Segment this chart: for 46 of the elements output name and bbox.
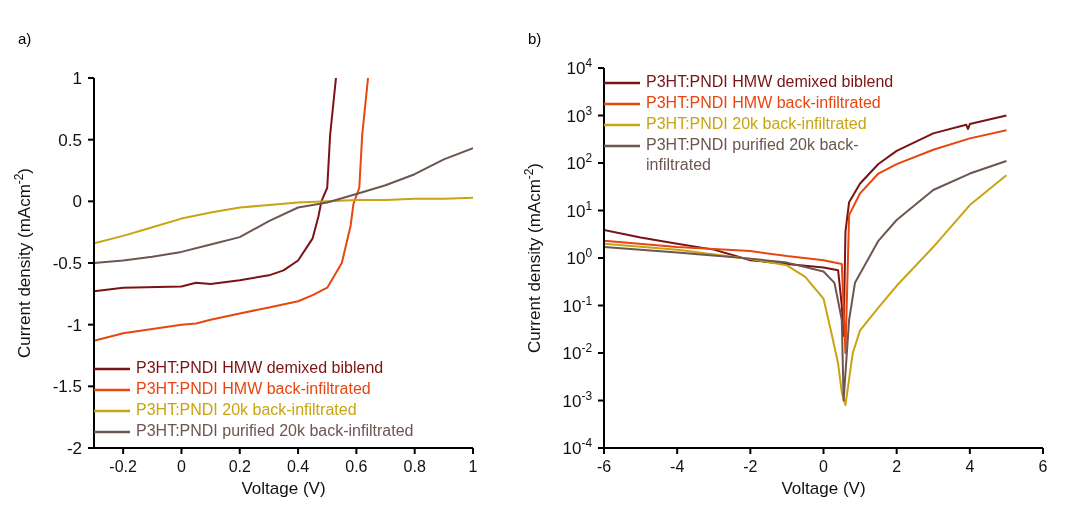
y-tick-label: -2 xyxy=(66,439,82,458)
text: b) xyxy=(528,30,542,47)
x-tick-label: 0.6 xyxy=(345,458,368,475)
legend-label: P3HT:PNDI purified 20k back-infiltrated xyxy=(136,421,414,441)
y-tick-label: 10$^{1}$ xyxy=(566,198,593,221)
y-tick-label: 0 xyxy=(72,192,82,212)
y-tick-label: -1 xyxy=(66,315,82,335)
x-axis-title: Voltage (V) xyxy=(781,479,866,498)
x-tick-label: 0.8 xyxy=(403,458,426,475)
y-tick-label: 10$^{0}$ xyxy=(566,246,593,268)
y-tick-label: -0.5 xyxy=(52,254,82,273)
y-tick-label: 10$^{-4}$ xyxy=(562,436,593,458)
line-series xyxy=(94,78,337,293)
legend-label: P3HT:PNDI HMW back-infiltrated xyxy=(646,93,881,113)
y-tick-label: -1.5 xyxy=(52,377,82,397)
y-tick-label: 10$^{-3}$ xyxy=(562,388,593,411)
line-series xyxy=(94,147,473,264)
line-series xyxy=(94,196,473,245)
x-tick-label: -4 xyxy=(670,458,685,475)
x-tick-label: -2 xyxy=(743,458,758,475)
legend-label: P3HT:PNDI 20k back-infiltrated xyxy=(136,400,357,420)
legend-label: P3HT:PNDI 20k back-infiltrated xyxy=(646,114,867,134)
legend-label: P3HT:PNDI purified 20k back-infiltrated xyxy=(646,135,860,175)
x-tick-label: 0 xyxy=(819,458,829,475)
x-tick-label: 6 xyxy=(1038,458,1048,475)
x-tick-label: 1 xyxy=(468,458,478,475)
x-tick-label: 2 xyxy=(892,458,902,475)
x-tick-label: 0 xyxy=(177,458,187,475)
legend-label: P3HT:PNDI HMW back-infiltrated xyxy=(136,379,371,399)
x-axis-title: Voltage (V) xyxy=(241,479,326,498)
y-tick-label: 10$^{4}$ xyxy=(566,56,593,78)
x-tick-label: 0.4 xyxy=(286,458,310,475)
text: a) xyxy=(18,30,32,47)
line-series xyxy=(94,78,370,342)
y-tick-label: 10$^{-1}$ xyxy=(562,293,593,316)
y-tick-label: 10$^{-2}$ xyxy=(562,341,593,363)
x-tick-label: 4 xyxy=(965,458,975,475)
y-tick-label: 10$^{3}$ xyxy=(566,103,593,126)
x-tick-label: -6 xyxy=(596,458,612,475)
x-tick-label: 0.2 xyxy=(228,458,251,475)
y-tick-label: 1 xyxy=(72,69,82,88)
y-tick-label: 0.5 xyxy=(58,130,82,150)
x-tick-label: -0.2 xyxy=(109,458,138,475)
legend-label: P3HT:PNDI HMW demixed biblend xyxy=(136,358,384,378)
y-tick-label: 10$^{2}$ xyxy=(566,151,593,173)
legend-label: P3HT:PNDI HMW demixed biblend xyxy=(646,72,894,92)
